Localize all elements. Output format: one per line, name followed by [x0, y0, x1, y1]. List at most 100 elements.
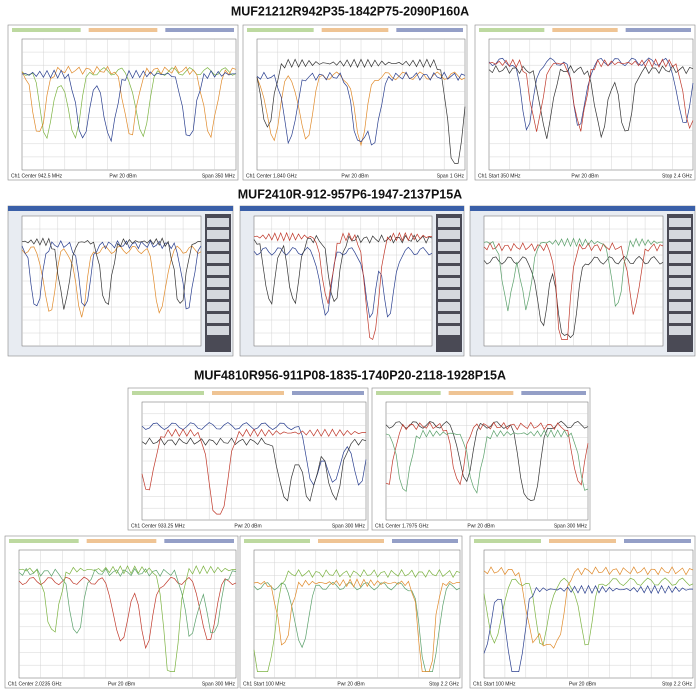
- trace: [21, 237, 202, 310]
- trace: [256, 71, 466, 146]
- footer-text: Pwr 20 dBm: [341, 173, 368, 179]
- trace: [18, 565, 236, 672]
- trace-label: [132, 391, 204, 395]
- softkey[interactable]: [438, 218, 460, 227]
- trace: [21, 69, 236, 143]
- footer-text: Span 1 GHz: [437, 173, 465, 179]
- trace-label: [625, 28, 691, 32]
- trace: [21, 65, 237, 139]
- trace-label: [88, 28, 158, 32]
- softkey[interactable]: [207, 278, 229, 287]
- footer-text: Pwr 20 dBm: [109, 173, 136, 179]
- footer-text: Span 350 MHz: [202, 173, 236, 179]
- trace: [253, 246, 433, 319]
- footer-text: Ch1 Center 2.0235 GHz: [8, 681, 62, 687]
- footer-text: Ch1 Center 1.840 GHz: [246, 173, 297, 179]
- softkey[interactable]: [438, 266, 460, 275]
- softkey[interactable]: [438, 302, 460, 311]
- softkey[interactable]: [207, 242, 229, 251]
- softkey[interactable]: [207, 230, 229, 239]
- footer-text: Pwr 20 dBm: [467, 523, 494, 529]
- softkey[interactable]: [669, 326, 691, 335]
- section-title: MUF2410R-912-957P6-1947-2137P15A: [238, 187, 462, 201]
- trace: [483, 242, 664, 340]
- softkey[interactable]: [669, 254, 691, 263]
- softkey[interactable]: [207, 254, 229, 263]
- softkey[interactable]: [438, 242, 460, 251]
- footer-text: Pwr 20 dBm: [569, 681, 596, 687]
- footer-text: Ch1 Start 350 MHz: [478, 173, 521, 179]
- softkey[interactable]: [669, 302, 691, 311]
- softkey[interactable]: [669, 290, 691, 299]
- footer-text: Ch1 Center 1.7975 GHz: [375, 523, 429, 529]
- trace: [488, 64, 694, 139]
- softkey[interactable]: [669, 218, 691, 227]
- softkey[interactable]: [669, 230, 691, 239]
- trace: [256, 71, 466, 147]
- trace: [21, 239, 202, 310]
- trace-label: [549, 539, 616, 543]
- softkey[interactable]: [669, 314, 691, 323]
- softkey[interactable]: [207, 266, 229, 275]
- trace-label: [212, 391, 284, 395]
- softkey[interactable]: [438, 326, 460, 335]
- title-bar: [470, 206, 695, 211]
- footer-text: Stop 2.4 GHz: [662, 173, 693, 179]
- trace-label: [448, 391, 514, 395]
- trace: [488, 58, 694, 132]
- footer-text: Ch1 Start 100 MHz: [473, 681, 516, 687]
- footer-text: Pwr 20 dBm: [108, 681, 135, 687]
- trace: [483, 584, 693, 672]
- softkey[interactable]: [438, 314, 460, 323]
- softkey[interactable]: [207, 326, 229, 335]
- trace-label: [247, 28, 314, 32]
- softkey[interactable]: [438, 254, 460, 263]
- trace-label: [12, 28, 81, 32]
- trace-label: [392, 539, 458, 543]
- softkey[interactable]: [669, 278, 691, 287]
- footer-text: Stop 2.2 GHz: [429, 681, 460, 687]
- softkey[interactable]: [669, 266, 691, 275]
- trace-label: [624, 539, 691, 543]
- trace: [488, 57, 694, 131]
- trace: [141, 437, 367, 502]
- footer-text: Pwr 20 dBm: [571, 173, 598, 179]
- trace-label: [376, 391, 441, 395]
- footer-text: Stop 2.2 GHz: [662, 681, 693, 687]
- trace-label: [9, 539, 79, 543]
- trace: [483, 566, 694, 649]
- softkey[interactable]: [438, 290, 460, 299]
- trace-label: [479, 28, 545, 32]
- footer-text: Span 300 MHz: [554, 523, 588, 529]
- softkey[interactable]: [207, 290, 229, 299]
- softkey[interactable]: [669, 242, 691, 251]
- trace: [483, 237, 663, 312]
- trace-label: [521, 391, 586, 395]
- trace: [253, 231, 432, 341]
- softkey[interactable]: [207, 302, 229, 311]
- footer-text: Span 300 MHz: [202, 681, 236, 687]
- trace: [385, 429, 589, 494]
- trace: [18, 567, 237, 637]
- trace: [141, 428, 366, 515]
- softkey[interactable]: [207, 314, 229, 323]
- footer-text: Pwr 20 dBm: [337, 681, 364, 687]
- trace: [21, 67, 237, 140]
- trace: [483, 255, 664, 339]
- trace: [18, 576, 237, 650]
- trace-label: [321, 28, 389, 32]
- title-bar: [240, 206, 464, 211]
- softkey[interactable]: [438, 278, 460, 287]
- trace-label: [164, 539, 234, 543]
- footer-text: Span 300 MHz: [332, 523, 366, 529]
- trace: [483, 577, 694, 646]
- trace-label: [86, 539, 157, 543]
- trace-label: [244, 539, 310, 543]
- softkey[interactable]: [438, 230, 460, 239]
- trace: [253, 568, 461, 672]
- trace: [253, 578, 460, 672]
- softkey[interactable]: [207, 218, 229, 227]
- trace-label: [318, 539, 384, 543]
